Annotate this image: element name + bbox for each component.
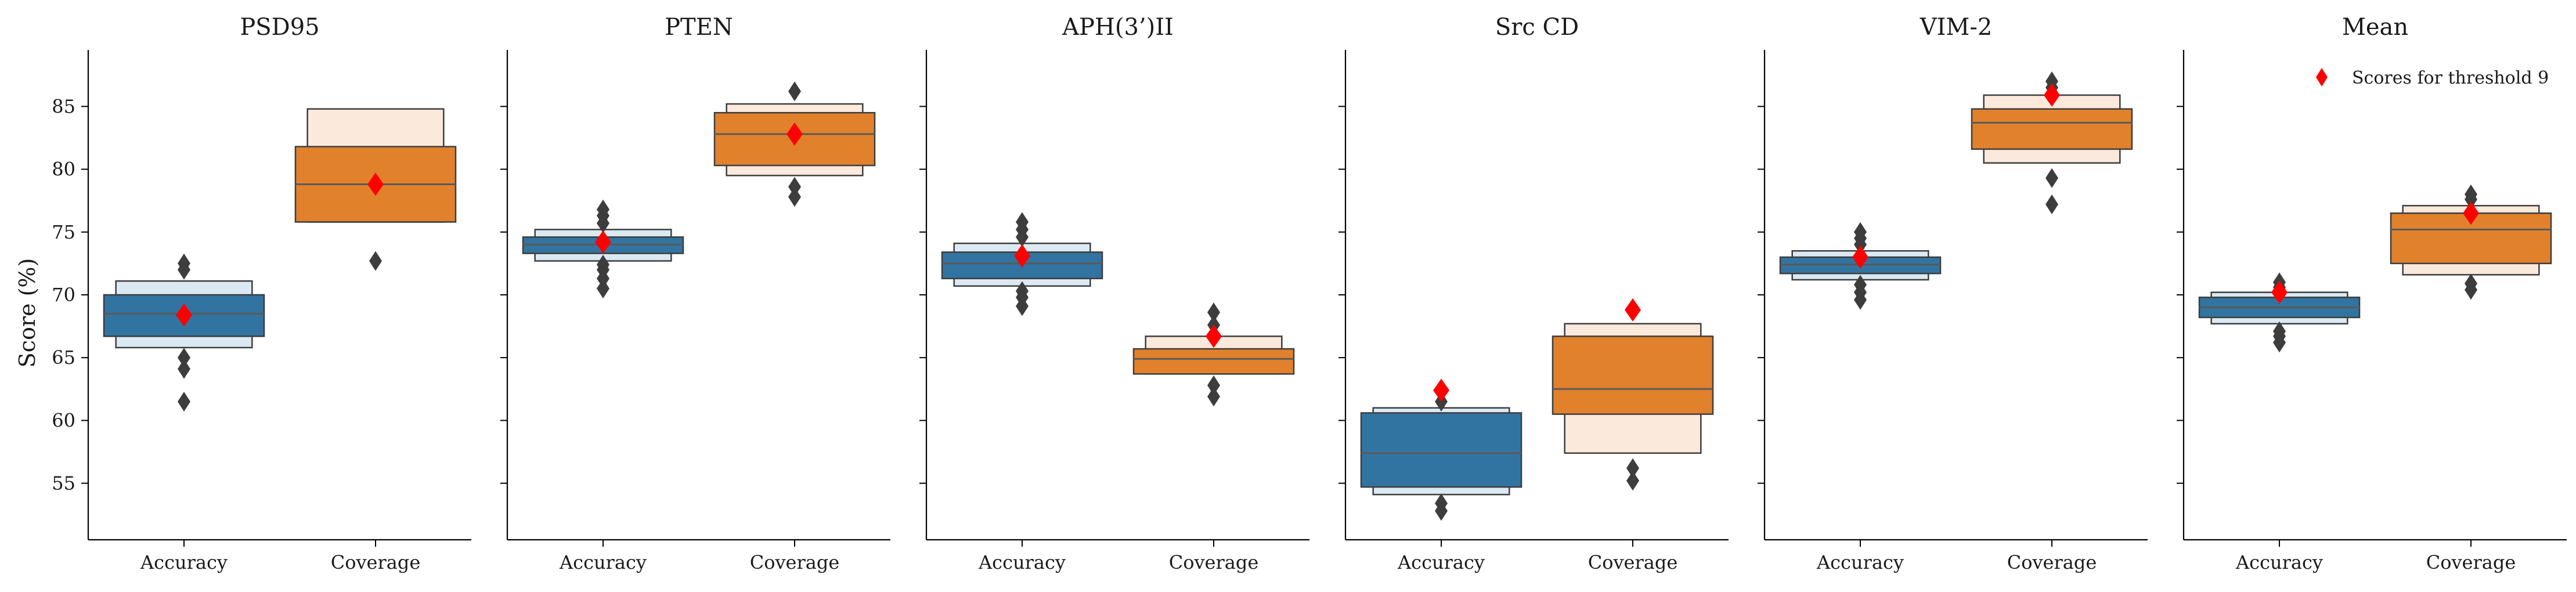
x-tick-label-accuracy: Accuracy <box>978 551 1066 573</box>
coverage-threshold-marker <box>1625 298 1641 322</box>
panels-layer: PSD95 55 60 65 70 75 80 85 Accuracy Coverage PTEN A… <box>52 14 2567 573</box>
accuracy-threshold-marker <box>1014 244 1030 268</box>
accuracy-outlier-point <box>1016 212 1029 232</box>
y-tick-label: 65 <box>52 346 75 369</box>
x-tick-label-accuracy: Accuracy <box>140 551 228 573</box>
coverage-outlier-point <box>1207 375 1220 395</box>
panel-title: VIM-2 <box>1920 14 1993 41</box>
coverage-box-level-1 <box>1971 108 2133 150</box>
accuracy-outlier-point <box>1854 275 1867 295</box>
panel-pten: PTEN Accuracy Coverage <box>500 14 890 573</box>
x-tick-label-accuracy: Accuracy <box>1816 551 1904 573</box>
accuracy-outlier-point <box>1435 493 1448 514</box>
coverage-outlier-point <box>1626 458 1639 478</box>
coverage-outlier-point <box>2045 71 2058 92</box>
x-tick-label-coverage: Coverage <box>2007 551 2097 573</box>
accuracy-outlier-point <box>597 199 609 219</box>
x-tick-label-accuracy: Accuracy <box>1397 551 1485 573</box>
x-tick-label-coverage: Coverage <box>331 551 421 573</box>
accuracy-outlier-point <box>1854 222 1867 242</box>
coverage-outlier-point <box>788 187 801 207</box>
y-tick-label: 85 <box>52 95 75 117</box>
coverage-outlier-point <box>2465 273 2477 294</box>
panel-title: APH(3’)II <box>1062 14 1174 41</box>
accuracy-threshold-marker <box>2271 280 2288 304</box>
coverage-threshold-marker <box>2463 201 2479 225</box>
accuracy-outlier-point <box>597 255 609 275</box>
coverage-outlier-point <box>369 251 382 271</box>
coverage-outlier-point <box>2045 194 2058 215</box>
panel-vim-2: VIM-2 Accuracy Coverage <box>1758 14 2148 573</box>
coverage-threshold-marker <box>786 122 803 146</box>
coverage-outlier-point <box>788 81 801 102</box>
accuracy-outlier-point <box>2273 321 2286 341</box>
panel-mean: Mean Accuracy Coverage <box>2177 14 2567 573</box>
accuracy-outlier-point <box>178 253 190 273</box>
accuracy-outlier-point <box>1016 281 1029 301</box>
accuracy-outlier-point <box>178 348 190 368</box>
accuracy-threshold-marker <box>1852 246 1868 269</box>
accuracy-threshold-marker <box>176 303 192 327</box>
panel-psd95: PSD95 55 60 65 70 75 80 85 Accuracy Coverage <box>52 14 471 573</box>
coverage-outlier-point <box>2465 184 2477 204</box>
coverage-box-level-1 <box>1552 335 1714 415</box>
coverage-outlier-point <box>1626 471 1639 491</box>
x-tick-label-coverage: Coverage <box>2426 551 2516 573</box>
panel-title: Mean <box>2342 14 2408 41</box>
accuracy-threshold-marker <box>595 230 611 254</box>
accuracy-outlier-point <box>178 391 190 411</box>
accuracy-outlier-point <box>597 279 609 299</box>
panel-title: PTEN <box>665 14 733 41</box>
y-tick-label: 80 <box>52 158 75 181</box>
x-tick-label-coverage: Coverage <box>1169 551 1259 573</box>
coverage-outlier-point <box>1207 387 1220 407</box>
accuracy-threshold-marker <box>1433 378 1449 402</box>
coverage-box-level-1 <box>1132 348 1295 375</box>
legend-marker-red-diamond <box>2316 68 2328 86</box>
coverage-threshold-marker <box>1206 324 1222 348</box>
x-tick-label-accuracy: Accuracy <box>559 551 647 573</box>
accuracy-box-level-1 <box>1360 412 1522 488</box>
y-tick-label: 75 <box>52 221 75 243</box>
y-tick-label: 70 <box>52 284 75 306</box>
panel-title: Src CD <box>1495 14 1579 41</box>
coverage-threshold-marker <box>2044 83 2060 107</box>
legend-label: Scores for threshold 9 <box>2352 68 2549 88</box>
y-tick-label: 55 <box>52 472 75 494</box>
x-tick-label-coverage: Coverage <box>750 551 840 573</box>
y-tick-label: 60 <box>52 409 75 431</box>
legend: Scores for threshold 9 <box>2316 68 2549 88</box>
panel-title: PSD95 <box>240 14 319 41</box>
coverage-outlier-point <box>1207 302 1220 323</box>
panel-src-cd: Src CD Accuracy Coverage <box>1338 14 1729 573</box>
y-axis-label: Score (%) <box>15 258 40 368</box>
coverage-threshold-marker <box>367 172 384 196</box>
x-tick-label-accuracy: Accuracy <box>2235 551 2323 573</box>
accuracy-outlier-point <box>178 359 190 379</box>
x-tick-label-coverage: Coverage <box>1588 551 1678 573</box>
panel-aph-3-ii: APH(3’)II Accuracy Coverage <box>919 14 1309 573</box>
coverage-outlier-point <box>788 176 801 197</box>
coverage-outlier-point <box>2045 168 2058 188</box>
